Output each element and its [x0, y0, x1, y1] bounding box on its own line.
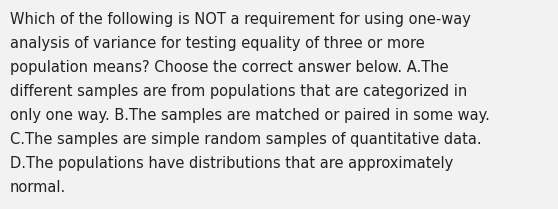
Text: population means? Choose the correct answer below. A.The: population means? Choose the correct ans…	[10, 60, 449, 75]
Text: C.The samples are simple random samples of quantitative data.: C.The samples are simple random samples …	[10, 132, 482, 147]
Text: only one way. B.The samples are matched or paired in some way.: only one way. B.The samples are matched …	[10, 108, 490, 123]
Text: Which of the following is NOT a requirement for using one-way: Which of the following is NOT a requirem…	[10, 12, 471, 27]
Text: D.The populations have distributions that are approximately: D.The populations have distributions tha…	[10, 156, 453, 171]
Text: normal.: normal.	[10, 180, 66, 195]
Text: different samples are from populations that are categorized in: different samples are from populations t…	[10, 84, 467, 99]
Text: analysis of variance for testing equality of three or more: analysis of variance for testing equalit…	[10, 36, 425, 51]
